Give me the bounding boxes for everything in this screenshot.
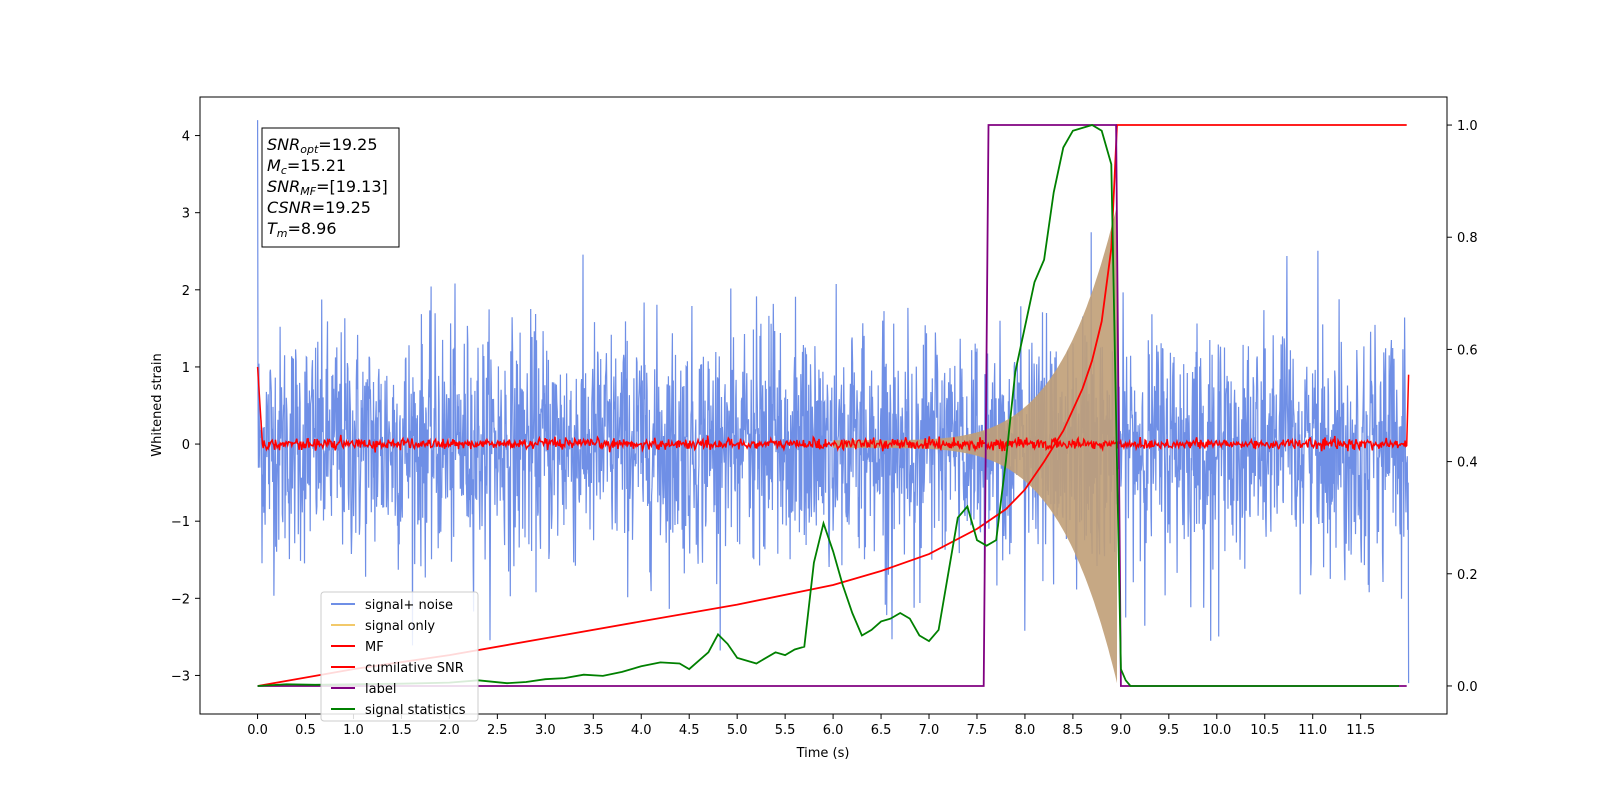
tm-base: T (267, 219, 278, 238)
mf-series (256, 366, 1410, 453)
x-tick-label: 8.5 (1063, 723, 1084, 738)
legend-label-signal-noise: signal+ noise (365, 598, 453, 613)
x-tick-label: 2.5 (487, 723, 508, 738)
snr-opt-value: =19.25 (318, 135, 377, 154)
signal-only-envelope (833, 205, 1117, 684)
legend-label-signal-only: signal only (365, 619, 435, 634)
csnr-base: CSNR (267, 198, 312, 217)
y2-axis-ticks: 1.0 0.8 0.6 0.4 0.2 0.0 (1447, 119, 1478, 695)
legend-frame (320, 591, 479, 722)
x-tick-label: 0.5 (295, 723, 316, 738)
x-tick-label: 4.0 (631, 723, 652, 738)
x-axis-label: Time (s) (796, 746, 850, 761)
annotation-snr-mf: SNRMF=[19.13] (267, 177, 388, 198)
y2-tick-label: 0.8 (1457, 231, 1478, 246)
annotation-box: SNRopt=19.25 Mc=15.21 SNRMF=[19.13] CSNR… (261, 127, 400, 248)
annotation-csnr: CSNR=19.25 (267, 198, 371, 217)
annotation-frame (261, 127, 400, 248)
mc-value: =15.21 (287, 156, 346, 175)
mf-line (256, 366, 1410, 453)
y2-tick-label: 0.0 (1457, 680, 1478, 695)
y-axis-label: Whitened strain (150, 353, 165, 456)
x-tick-label: 7.0 (919, 723, 940, 738)
y2-tick-label: 1.0 (1457, 119, 1478, 134)
signal-statistics-series (257, 124, 1399, 687)
x-tick-label: 1.0 (343, 723, 364, 738)
snr-mf-base: SNR (267, 177, 300, 196)
snr-mf-value: =[19.13] (316, 177, 388, 196)
y-tick-label: 4 (182, 130, 190, 145)
x-tick-label: 0.0 (247, 723, 268, 738)
x-tick-label: 6.0 (823, 723, 844, 738)
cumulative-snr-series (257, 124, 1407, 687)
x-tick-label: 9.5 (1158, 723, 1179, 738)
legend-label-label: label (365, 682, 396, 697)
x-tick-label: 1.5 (391, 723, 412, 738)
plot-frame (199, 96, 1448, 715)
y2-tick-label: 0.6 (1457, 343, 1478, 358)
x-tick-label: 10.5 (1250, 723, 1279, 738)
csnr-value: =19.25 (312, 198, 371, 217)
annotation-mc: Mc=15.21 (267, 156, 346, 177)
x-tick-label: 9.0 (1111, 723, 1132, 738)
y-tick-label: 0 (182, 438, 190, 453)
x-tick-label: 11.5 (1346, 723, 1375, 738)
x-axis-ticks: 0.0 0.5 1.0 1.5 2.0 2.5 3.0 3.5 4.0 4.5 5.0 5.5 6.0 6… (247, 714, 1375, 738)
x-tick-label: 8.0 (1015, 723, 1036, 738)
legend: signal+ noise signal only MF cumilative … (320, 591, 479, 722)
mc-sub: c (281, 164, 287, 177)
mc-base: M (267, 156, 281, 175)
y-tick-label: 3 (182, 207, 190, 222)
y2-tick-label: 0.2 (1457, 568, 1478, 583)
y-tick-label: 1 (182, 361, 190, 376)
signal-only-series (833, 205, 1117, 684)
signal-noise-series (257, 120, 1410, 684)
snr-opt-sub: opt (300, 143, 319, 156)
x-tick-label: 4.5 (679, 723, 700, 738)
y-tick-label: −3 (171, 669, 190, 684)
signal-statistics-line (257, 124, 1399, 687)
y-tick-label: −2 (171, 592, 190, 607)
x-tick-label: 2.0 (439, 723, 460, 738)
x-tick-label: 3.5 (583, 723, 604, 738)
x-tick-label: 7.5 (967, 723, 988, 738)
x-tick-label: 10.0 (1202, 723, 1231, 738)
y-tick-label: −1 (171, 515, 190, 530)
snr-opt-base: SNR (267, 135, 300, 154)
cumulative-snr-line (257, 124, 1407, 687)
x-tick-label: 11.0 (1298, 723, 1327, 738)
snr-mf-sub: MF (300, 185, 316, 198)
annotation-tm: Tm=8.96 (267, 219, 337, 240)
y-tick-label: 2 (182, 284, 190, 299)
tm-sub: m (277, 227, 288, 240)
legend-label-mf: MF (365, 640, 384, 655)
annotation-snr-opt: SNRopt=19.25 (267, 135, 378, 156)
x-tick-label: 3.0 (535, 723, 556, 738)
x-tick-label: 5.0 (727, 723, 748, 738)
x-tick-label: 5.5 (775, 723, 796, 738)
signal-noise-line (257, 120, 1410, 684)
y2-tick-label: 0.4 (1457, 456, 1478, 471)
legend-label-cumulative-snr: cumilative SNR (365, 661, 464, 676)
y-axis-ticks: 4 3 2 1 0 −1 −2 −3 (171, 130, 200, 684)
legend-label-signal-statistics: signal statistics (365, 703, 466, 718)
x-tick-label: 6.5 (871, 723, 892, 738)
tm-value: =8.96 (288, 219, 337, 238)
